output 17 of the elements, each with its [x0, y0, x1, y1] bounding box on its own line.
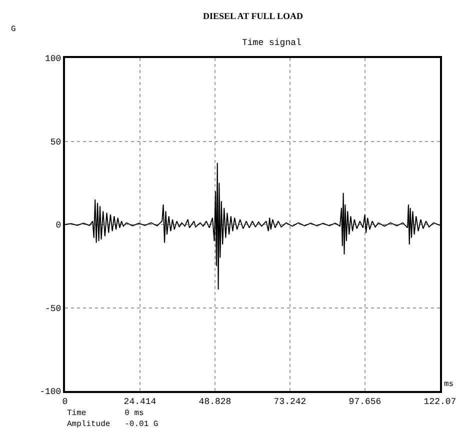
x-tick-label: 73.242 — [274, 396, 306, 407]
chart-title: DIESEL AT FULL LOAD — [203, 11, 304, 21]
y-tick-label: 50 — [50, 137, 62, 148]
text: Amplitude -0.01 G — [67, 420, 158, 429]
y-axis-title: G — [11, 25, 16, 34]
text: Time 0 ms — [67, 409, 144, 418]
x-tick-label: 122.07 — [424, 396, 456, 407]
y-tick-label: -50 — [44, 304, 62, 314]
y-tick-label: 100 — [44, 54, 62, 64]
x-axis-title: ms — [444, 380, 454, 389]
x-tick-label: 0 — [62, 396, 68, 407]
x-tick-label: 48.828 — [198, 396, 232, 407]
y-tick-label: -100 — [40, 387, 62, 398]
x-tick-label: 97.656 — [348, 396, 382, 407]
x-tick-label: 24.414 — [124, 396, 156, 407]
chart-subtitle: Time signal — [242, 38, 302, 48]
y-tick-label: 0 — [56, 220, 62, 231]
